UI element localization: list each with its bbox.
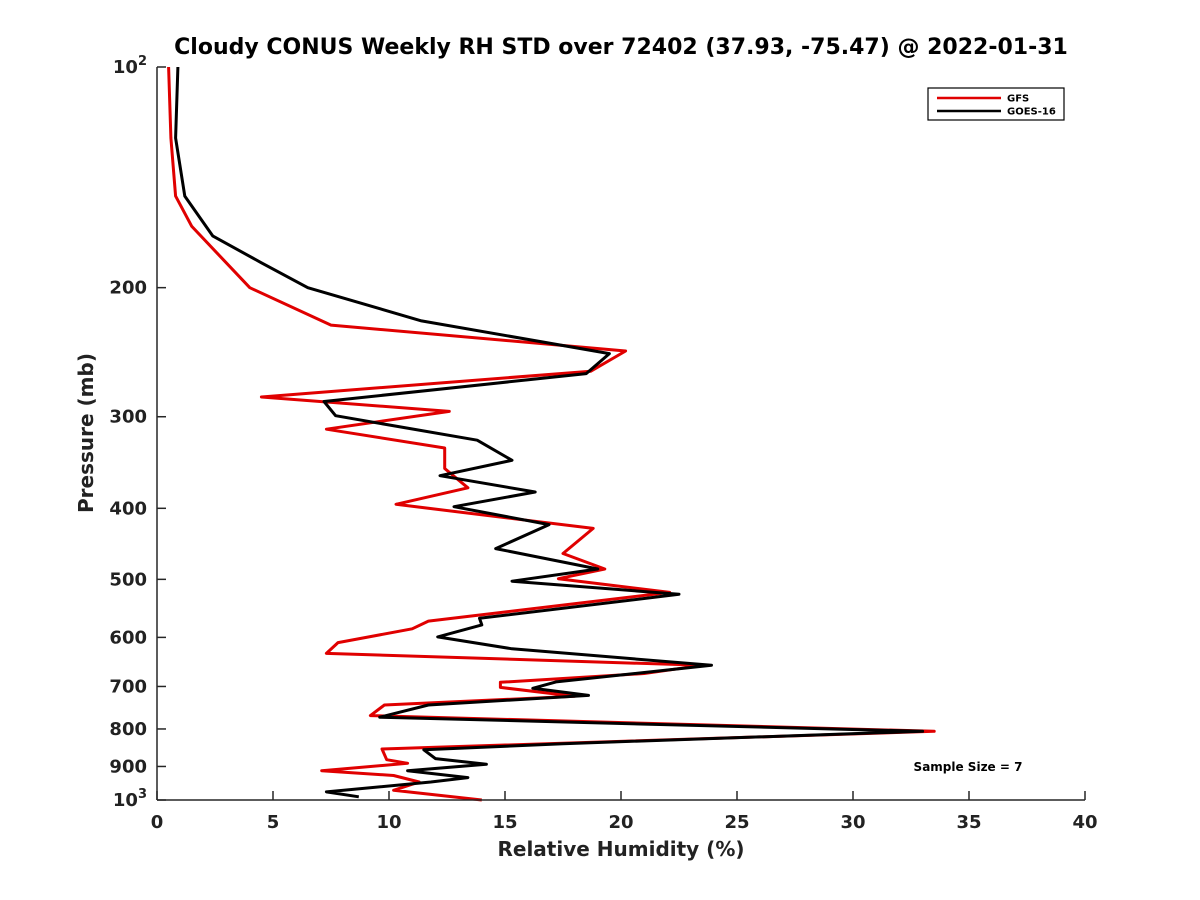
series-layer [167, 66, 936, 802]
legend-label: GFS [1007, 94, 1029, 105]
x-tick-label: 25 [724, 812, 749, 833]
y-tick-exponent: 2 [138, 54, 147, 69]
x-tick-label: 0 [151, 812, 164, 833]
x-tick-label: 15 [492, 812, 517, 833]
y-tick-label: 400 [109, 498, 147, 519]
x-tick-label: 35 [956, 812, 981, 833]
series-line-goes-16 [174, 66, 925, 799]
x-tick-label: 30 [840, 812, 865, 833]
y-tick-label: 700 [109, 676, 147, 697]
y-tick-label: 900 [109, 756, 147, 777]
y-tick-label: 102 [113, 54, 147, 78]
x-axis-label: Relative Humidity (%) [497, 837, 744, 861]
y-tick-base: 10 [113, 790, 138, 811]
y-tick-label: 200 [109, 278, 147, 299]
axes-background [157, 67, 1085, 800]
y-tick-label: 300 [109, 407, 147, 428]
y-axis-label: Pressure (mb) [74, 353, 98, 513]
legend-box [927, 87, 1065, 121]
x-ticks: 0 5 10 15 20 25 30 35 40 [151, 791, 1098, 833]
chart-title: Cloudy CONUS Weekly RH STD over 72402 (3… [174, 35, 1068, 60]
x-tick-label: 40 [1072, 812, 1097, 833]
sample-size-annotation: Sample Size = 7 [914, 760, 1023, 774]
legend: GFS GOES-16 [927, 87, 1065, 121]
x-tick-label: 10 [376, 812, 401, 833]
y-tick-label: 600 [109, 627, 147, 648]
series-line-gfs [167, 66, 936, 802]
y-tick-label: 500 [109, 569, 147, 590]
plot-area: 0 5 10 15 20 25 30 35 40 10220030040050060070080… [109, 54, 1097, 833]
y-tick-label: 103 [113, 787, 147, 811]
x-tick-label: 20 [608, 812, 633, 833]
legend-label: GOES-16 [1007, 107, 1056, 118]
y-tick-exponent: 3 [138, 787, 147, 802]
y-tick-label: 800 [109, 719, 147, 740]
y-tick-base: 10 [113, 57, 138, 78]
x-tick-label: 5 [267, 812, 280, 833]
